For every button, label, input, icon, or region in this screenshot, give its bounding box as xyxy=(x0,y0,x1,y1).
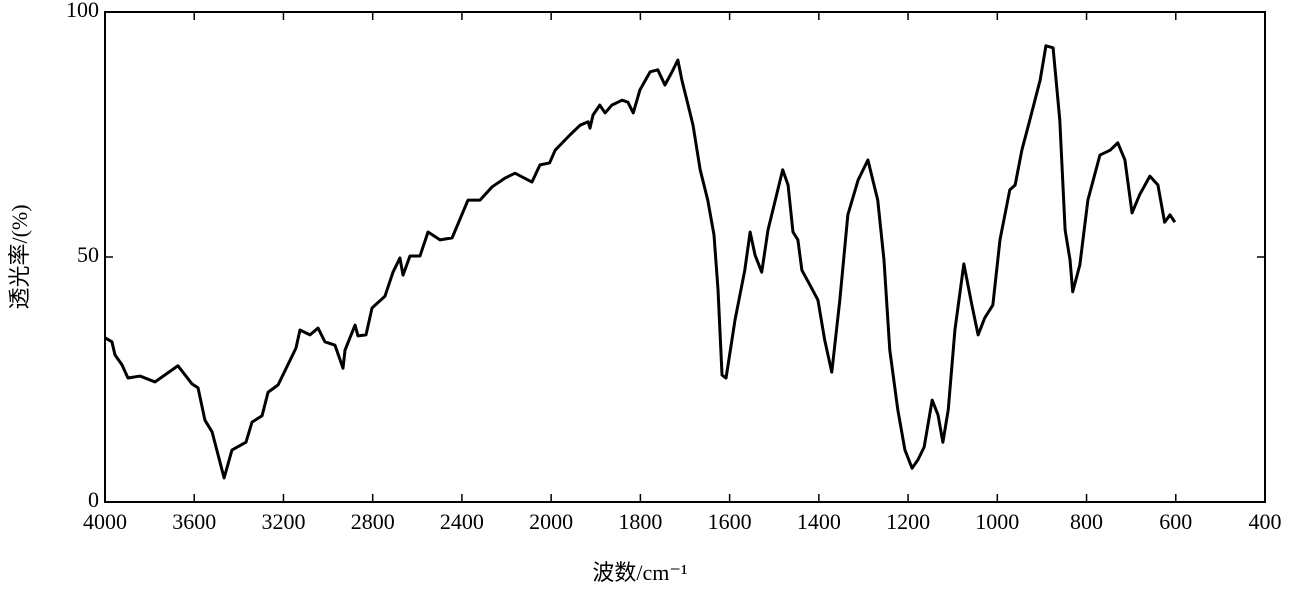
x-tick-label: 2400 xyxy=(440,509,484,534)
x-axis-label: 波数/cm⁻¹ xyxy=(592,560,687,585)
x-tick-label: 3600 xyxy=(172,509,216,534)
x-tick-label: 2800 xyxy=(351,509,395,534)
x-tick-label: 600 xyxy=(1159,509,1192,534)
y-tick-label: 100 xyxy=(66,0,99,22)
x-tick-label: 1400 xyxy=(797,509,841,534)
x-tick-label: 400 xyxy=(1249,509,1282,534)
y-axis-label: 透光率/(%) xyxy=(7,204,32,309)
x-tick-label: 1800 xyxy=(618,509,662,534)
x-tick-label: 1200 xyxy=(886,509,930,534)
y-tick-label: 50 xyxy=(77,242,99,267)
x-tick-label: 1600 xyxy=(708,509,752,534)
x-tick-label: 2000 xyxy=(529,509,573,534)
x-tick-label: 4000 xyxy=(83,509,127,534)
x-tick-label: 800 xyxy=(1070,509,1103,534)
plot-frame xyxy=(104,11,1266,503)
x-tick-label: 3200 xyxy=(261,509,305,534)
spectrum-line xyxy=(104,44,1177,480)
y-tick-label: 0 xyxy=(88,487,99,512)
x-tick-label: 1000 xyxy=(975,509,1019,534)
